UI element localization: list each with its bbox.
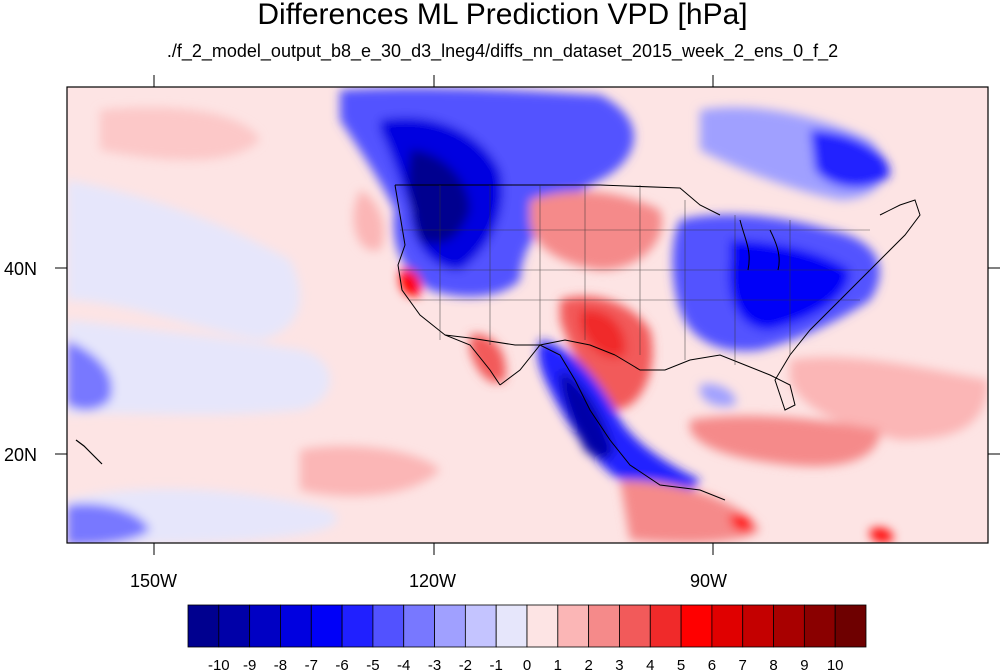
colorbar-swatch <box>187 604 220 648</box>
map-ticks <box>55 75 1000 555</box>
colorbar-label: -6 <box>335 657 348 672</box>
colorbar-label: -7 <box>305 657 318 672</box>
colorbar-label: -9 <box>243 657 256 672</box>
colorbar-label: 8 <box>769 657 777 672</box>
colorbar-swatch <box>341 604 374 648</box>
colorbar-swatch <box>619 604 651 648</box>
colorbar-label: 4 <box>646 657 654 672</box>
colorbar-label: -3 <box>428 657 441 672</box>
colorbar-swatch <box>557 604 590 648</box>
colorbar-swatch <box>310 604 343 648</box>
colorbar-swatch <box>803 604 836 648</box>
colorbar-swatch <box>249 604 281 648</box>
colorbar-label: 9 <box>800 657 808 672</box>
colorbar-label: 10 <box>827 657 844 672</box>
x-tick-label: 150W <box>130 571 178 591</box>
colorbar-swatch <box>464 604 497 648</box>
colorbar-label: 3 <box>615 657 623 672</box>
colorbar-swatch <box>588 604 620 648</box>
colorbar-swatch <box>218 604 251 648</box>
colorbar-swatch <box>372 604 405 648</box>
colorbar-swatch <box>403 604 435 648</box>
colorbar-label: 5 <box>677 657 685 672</box>
colorbar-swatch <box>649 604 682 648</box>
colorbar-label: 0 <box>523 657 531 672</box>
colorbar-label: 7 <box>739 657 747 672</box>
map-frame <box>66 86 989 544</box>
y-tick-label: 20N <box>4 445 38 465</box>
colorbar-label: 1 <box>554 657 562 672</box>
colorbar-swatch <box>711 604 744 648</box>
colorbar-swatch <box>834 604 867 648</box>
map-subtitle: ./f_2_model_output_b8_e_30_d3_lneg4/diff… <box>166 41 839 61</box>
state-borders <box>400 185 870 365</box>
colorbar-label: -4 <box>397 657 410 672</box>
vpd-difference-field <box>67 87 988 543</box>
map-title: Differences ML Prediction VPD [hPa] <box>257 0 748 31</box>
colorbar-label: -8 <box>274 657 287 672</box>
colorbar-label: 6 <box>708 657 716 672</box>
colorbar: -10 -9 -8 -7 -6 -5 -4 -3 -2 -1 0 1 2 3 4 5 6 7 8 9 10 <box>187 604 867 672</box>
colorbar-swatch <box>773 604 805 648</box>
colorbar-swatch <box>280 604 312 648</box>
colorbar-label: -10 <box>208 657 230 672</box>
x-tick-label: 120W <box>409 571 457 591</box>
colorbar-label: -1 <box>490 657 503 672</box>
x-tick-label: 90W <box>690 571 728 591</box>
hawaii-outline <box>75 439 103 465</box>
colorbar-label: -5 <box>366 657 379 672</box>
colorbar-swatch <box>526 604 559 648</box>
y-tick-label: 40N <box>4 259 38 279</box>
colorbar-swatch <box>680 604 713 648</box>
colorbar-swatch <box>434 604 466 648</box>
colorbar-swatch <box>742 604 774 648</box>
colorbar-swatch <box>495 604 528 648</box>
colorbar-label: -2 <box>459 657 472 672</box>
colorbar-label: 2 <box>584 657 592 672</box>
